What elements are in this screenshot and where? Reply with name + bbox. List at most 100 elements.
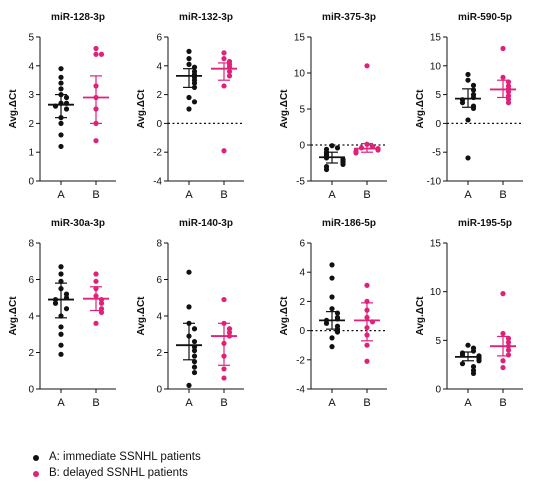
data-point [470, 370, 477, 377]
data-point [505, 352, 512, 358]
y-tick-label: 6 [156, 275, 162, 286]
legend-label-b: B: delayed SSNHL patients [49, 467, 188, 479]
y-tick-label: 0 [435, 119, 441, 130]
y-tick-label: -5 [432, 148, 441, 159]
y-tick-label: 10 [430, 61, 442, 72]
y-tick-label: 4 [28, 312, 34, 323]
data-point [221, 375, 227, 381]
data-point [364, 358, 370, 364]
data-point [186, 382, 192, 388]
data-point [191, 348, 198, 354]
chart-title: miR-375-3p [322, 12, 376, 23]
data-point [58, 324, 64, 330]
x-tick-label: A [185, 397, 193, 409]
data-point [93, 51, 99, 57]
x-tick-label: A [57, 397, 65, 409]
data-point [334, 329, 341, 335]
data-point [191, 364, 198, 370]
series-b [83, 271, 109, 326]
y-tick-label: 6 [28, 275, 34, 286]
data-point [191, 353, 198, 359]
data-point [323, 166, 330, 173]
y-tick-label: 4 [299, 268, 305, 279]
data-point [186, 56, 192, 62]
series-b [490, 291, 516, 371]
y-tick-label: 15 [294, 33, 306, 44]
y-tick-label: 4 [156, 312, 162, 323]
chart-panel-6: miR-140-3p 0 2 4 6 8 Avg.ΔCt A B [136, 218, 244, 409]
x-tick-label: B [92, 397, 99, 409]
data-point [98, 51, 105, 57]
data-point [329, 262, 335, 268]
y-tick-label: 6 [299, 239, 305, 250]
x-tick-label: A [464, 397, 472, 409]
legend-dot-b [33, 471, 39, 477]
data-point [93, 278, 99, 284]
data-point [505, 347, 512, 353]
y-tick-label: 4 [28, 61, 34, 72]
data-point [500, 291, 506, 297]
series-a [176, 269, 202, 388]
data-point [226, 68, 233, 75]
x-tick-label: A [328, 397, 336, 409]
data-point [93, 320, 99, 326]
x-tick-label: A [328, 189, 336, 201]
data-point [505, 335, 512, 341]
data-point [186, 94, 192, 101]
data-point [226, 73, 233, 79]
y-tick-label: 0 [435, 385, 441, 396]
y-axis-label: Avg.ΔCt [136, 296, 147, 336]
data-point [470, 105, 477, 112]
data-point [63, 306, 70, 312]
data-point [58, 342, 64, 348]
chart-panel-1: miR-128-3p 0 1 2 3 4 5 Avg.ΔCt A B [8, 12, 116, 201]
data-point [63, 106, 70, 112]
y-axis-label: Avg.ΔCt [8, 89, 19, 129]
chart-title: miR-30a-3p [51, 218, 105, 229]
y-tick-label: -4 [153, 177, 162, 188]
y-tick-label: 3 [28, 90, 34, 101]
data-point [191, 80, 198, 86]
data-point [364, 342, 370, 348]
y-tick-label: -2 [153, 148, 162, 159]
data-point [186, 61, 192, 67]
data-point [58, 271, 64, 277]
y-tick-label: 0 [28, 177, 34, 188]
data-point [58, 74, 64, 80]
y-tick-label: 2 [299, 297, 305, 308]
y-tick-label: 5 [435, 336, 441, 347]
data-point [226, 326, 233, 332]
y-tick-label: 6 [156, 33, 162, 44]
data-point [58, 66, 64, 72]
data-point [340, 161, 346, 168]
data-point [329, 275, 335, 281]
y-tick-label: -4 [296, 385, 305, 396]
x-tick-label: B [499, 189, 506, 201]
data-point [191, 338, 198, 345]
data-point [58, 80, 64, 86]
data-point [329, 143, 335, 149]
series-b [83, 45, 109, 144]
series-a [48, 264, 74, 357]
data-point [500, 364, 506, 371]
data-point [500, 45, 506, 52]
chart-panel-2: miR-132-3p -4 -2 0 2 4 6 Avg.ΔCt A B [136, 12, 244, 201]
data-point [364, 63, 370, 69]
y-tick-label: 2 [156, 348, 162, 359]
data-point [476, 358, 482, 364]
data-point [221, 296, 227, 303]
chart-title: miR-132-3p [179, 12, 233, 23]
y-tick-label: 10 [294, 69, 306, 80]
data-point [329, 294, 335, 300]
chart-panel-5: miR-30a-3p 0 2 4 6 8 Avg.ΔCt A B [8, 218, 116, 409]
x-tick-label: A [464, 189, 472, 201]
y-tick-label: 5 [299, 105, 305, 116]
data-point [505, 339, 512, 345]
data-point [93, 138, 99, 144]
y-axis-label: Avg.ΔCt [8, 296, 19, 336]
data-point [334, 145, 341, 151]
series-a [48, 66, 74, 150]
y-tick-label: 2 [28, 119, 34, 130]
series-b [211, 296, 237, 381]
